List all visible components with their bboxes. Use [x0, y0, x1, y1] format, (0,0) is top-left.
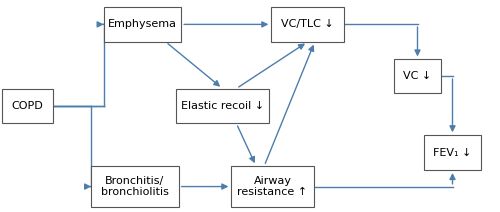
Text: Airway
resistance ↑: Airway resistance ↑: [238, 176, 308, 197]
FancyBboxPatch shape: [424, 135, 481, 170]
FancyBboxPatch shape: [176, 89, 269, 123]
Text: VC ↓: VC ↓: [404, 71, 431, 81]
Text: Bronchitis/
bronchiolitis: Bronchitis/ bronchiolitis: [101, 176, 169, 197]
FancyBboxPatch shape: [104, 7, 181, 42]
FancyBboxPatch shape: [2, 89, 52, 123]
Text: FEV₁ ↓: FEV₁ ↓: [434, 148, 472, 158]
FancyBboxPatch shape: [271, 7, 344, 42]
Text: COPD: COPD: [12, 101, 44, 111]
FancyBboxPatch shape: [394, 59, 442, 93]
FancyBboxPatch shape: [231, 166, 314, 207]
Text: Elastic recoil ↓: Elastic recoil ↓: [181, 101, 264, 111]
Text: Emphysema: Emphysema: [108, 19, 177, 29]
FancyBboxPatch shape: [92, 166, 179, 207]
Text: VC/TLC ↓: VC/TLC ↓: [281, 19, 334, 29]
